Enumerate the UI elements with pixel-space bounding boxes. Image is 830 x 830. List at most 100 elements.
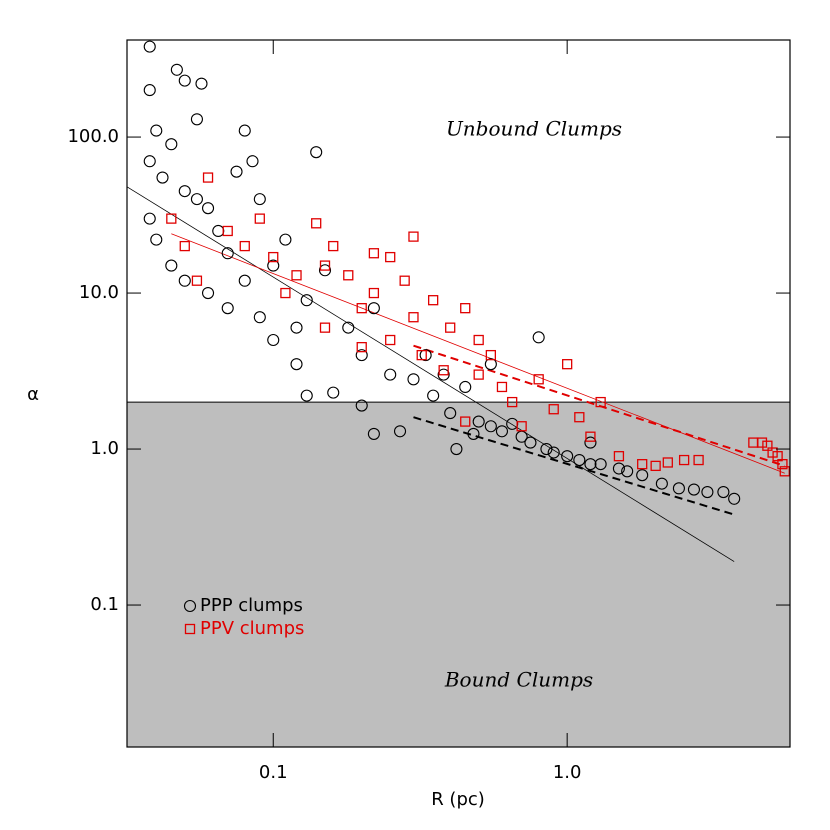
marker: [221, 247, 234, 260]
marker: [184, 623, 196, 635]
y-axis-label: α: [27, 384, 39, 405]
marker: [367, 302, 380, 315]
marker: [267, 259, 280, 272]
marker: [178, 185, 191, 198]
marker: [178, 274, 191, 287]
fit-line: [127, 186, 735, 562]
marker: [728, 492, 741, 505]
marker: [311, 218, 322, 229]
x-axis-label: R (pc): [431, 789, 485, 810]
marker: [300, 389, 313, 402]
marker: [267, 333, 280, 347]
marker: [687, 483, 701, 496]
marker: [756, 437, 768, 448]
marker: [319, 322, 331, 333]
marker: [416, 349, 427, 361]
marker: [202, 172, 214, 183]
marker: [246, 155, 259, 168]
marker: [547, 446, 560, 459]
marker: [428, 295, 439, 306]
marker: [170, 63, 183, 76]
marker: [290, 321, 303, 334]
marker: [355, 399, 368, 412]
marker: [150, 124, 163, 137]
y-tick-label: 1.0: [90, 438, 119, 459]
marker: [300, 294, 313, 307]
marker: [460, 416, 471, 427]
marker: [408, 312, 419, 323]
marker: [637, 459, 648, 470]
marker: [291, 270, 302, 281]
marker: [561, 450, 574, 463]
marker: [467, 427, 480, 440]
marker: [238, 124, 251, 137]
marker: [636, 469, 649, 482]
marker: [368, 248, 380, 259]
marker: [399, 275, 410, 286]
marker: [280, 287, 291, 299]
marker: [356, 303, 367, 314]
marker: [672, 482, 685, 495]
marker: [190, 113, 203, 126]
marker: [662, 457, 673, 468]
marker: [450, 442, 463, 456]
marker: [318, 264, 332, 277]
marker: [191, 275, 203, 286]
annotation: Unbound Clumps: [446, 117, 622, 141]
marker: [230, 165, 243, 178]
marker: [419, 349, 432, 362]
marker: [201, 287, 215, 300]
x-tick-label: 0.1: [259, 762, 288, 783]
marker: [584, 458, 597, 471]
marker: [613, 451, 625, 462]
marker: [540, 442, 553, 456]
x-tick-label: 1.0: [553, 762, 582, 783]
marker: [585, 431, 596, 442]
marker: [238, 274, 251, 287]
marker: [678, 454, 690, 466]
marker: [473, 369, 484, 380]
marker: [384, 368, 397, 381]
marker: [310, 146, 323, 159]
plot-frame: [126, 39, 791, 748]
marker: [239, 240, 250, 252]
marker: [319, 260, 331, 271]
marker: [621, 465, 634, 478]
marker: [143, 155, 156, 168]
marker: [393, 425, 407, 438]
marker: [472, 415, 485, 428]
marker: [150, 233, 163, 246]
marker: [548, 404, 559, 415]
marker: [156, 171, 169, 184]
marker: [114, 85, 125, 96]
marker: [427, 389, 440, 402]
marker: [562, 359, 573, 370]
marker: [222, 225, 233, 237]
marker: [143, 84, 156, 97]
marker: [495, 425, 509, 438]
marker: [533, 374, 544, 385]
y-tick-label: 10.0: [79, 282, 119, 303]
marker: [484, 358, 497, 371]
marker: [368, 287, 380, 299]
marker: [143, 212, 156, 225]
marker: [650, 460, 661, 472]
marker: [496, 381, 508, 393]
marker: [385, 334, 396, 346]
marker: [190, 193, 203, 206]
marker: [178, 74, 191, 87]
marker: [201, 202, 215, 215]
y-tick-label: 100.0: [67, 126, 119, 147]
marker: [253, 311, 266, 324]
marker: [143, 40, 156, 53]
fit-line: [413, 416, 735, 516]
marker: [701, 486, 714, 499]
marker: [524, 436, 537, 449]
marker: [253, 193, 266, 206]
marker: [279, 233, 292, 246]
marker: [165, 138, 178, 151]
marker: [221, 302, 234, 315]
marker: [438, 365, 449, 376]
marker: [254, 213, 265, 224]
